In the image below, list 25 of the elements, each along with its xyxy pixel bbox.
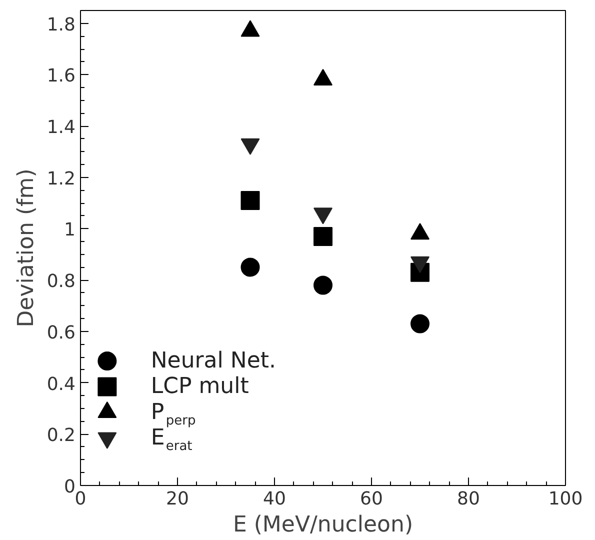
x-tick-label: 40 <box>263 488 286 510</box>
x-axis-title: E (MeV/nucleon) <box>232 512 414 538</box>
point <box>314 68 332 86</box>
point <box>240 20 260 37</box>
y-axis-title: Deviation (fm) <box>14 168 39 328</box>
y-tick-label: 1.8 <box>46 14 76 36</box>
y-tick-label: 1.6 <box>46 66 76 87</box>
y-tick-label: 0.2 <box>46 425 76 446</box>
point <box>240 258 260 277</box>
x-tick-label: 60 <box>360 488 383 510</box>
point <box>314 276 332 295</box>
point <box>410 314 430 334</box>
y-tick-label: 0.8 <box>46 271 76 292</box>
y-tick-label: 1 <box>64 220 76 241</box>
point <box>240 191 260 210</box>
x-tick-label: 100 <box>548 488 583 510</box>
y-tick-label: 1.4 <box>46 117 76 138</box>
point <box>314 226 332 246</box>
x-tick-label: 20 <box>166 488 189 510</box>
legend-label: Neural Net. <box>150 348 276 374</box>
y-tick-label: 0.4 <box>46 374 76 395</box>
y-tick-label: 1.2 <box>46 168 76 190</box>
x-tick-label: 80 <box>457 488 480 510</box>
y-tick-label: 0.6 <box>46 322 76 344</box>
legend-label: LCP mult <box>150 374 250 400</box>
